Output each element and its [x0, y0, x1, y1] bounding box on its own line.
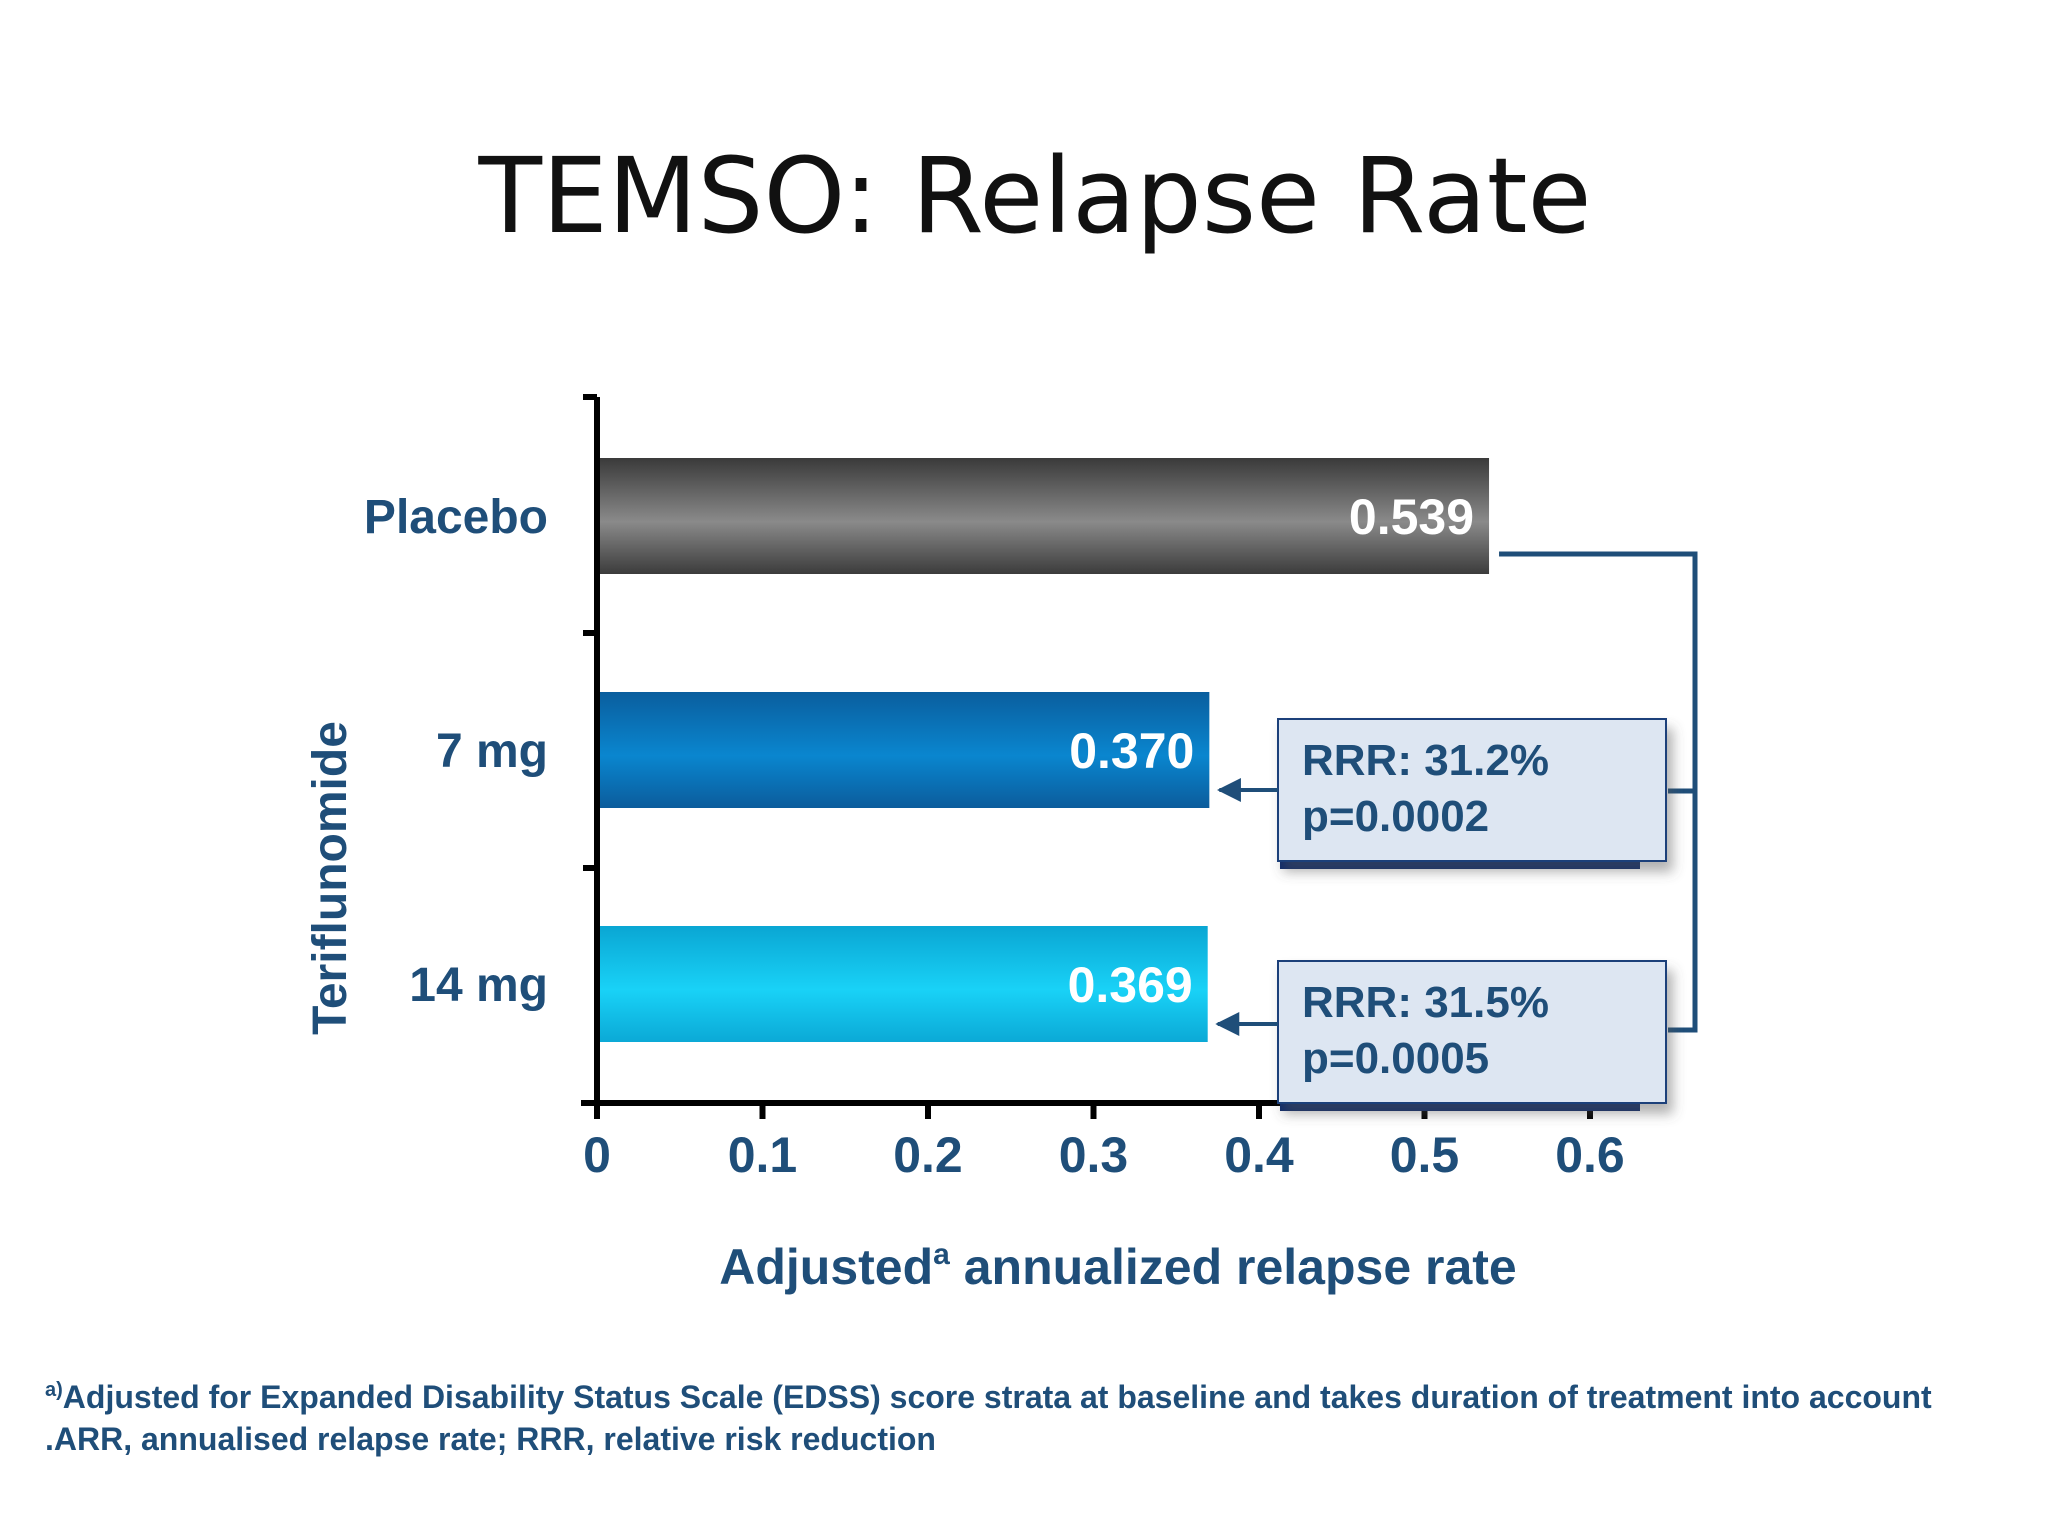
footnote-marker: a): [45, 1379, 63, 1401]
rrr-text: RRR: 31.5%: [1302, 978, 1549, 1027]
value-label-placebo: 0.539: [1349, 489, 1474, 545]
value-label-14-mg: 0.369: [1068, 957, 1193, 1013]
footnote: a)Adjusted for Expanded Disability Statu…: [45, 1376, 2025, 1460]
category-label-7-mg: 7 mg: [436, 725, 548, 778]
x-tick-label-0: 0: [583, 1127, 611, 1183]
bars-layer: 0.539 0.370 0.369: [599, 458, 1490, 1042]
bar-7-mg: [599, 692, 1210, 808]
rrr-box-background: [1277, 960, 1667, 1104]
annotation-layer: RRR: 31.2% p=0.0002 RRR: 31.5% p=0.0005: [1215, 551, 1698, 1111]
value-label-7-mg: 0.370: [1069, 723, 1194, 779]
x-tick-label-5: 0.5: [1390, 1127, 1460, 1183]
x-axis-title-main: Adjusted: [719, 1239, 933, 1295]
x-tick-label-3: 0.3: [1059, 1127, 1129, 1183]
category-label-14-mg: 14 mg: [409, 959, 548, 1012]
x-axis-title-superscript: a: [933, 1238, 950, 1271]
bar-14-mg: [599, 926, 1208, 1042]
axis-layer: Placebo 7 mg 14 mg 0 0.1 0.2 0.3 0.4 0.5 0.6: [364, 394, 1625, 1183]
bar-placebo: [599, 458, 1490, 574]
rrr-box-background: [1277, 718, 1667, 862]
x-axis-title-rest: annualized relapse rate: [950, 1239, 1517, 1295]
category-label-placebo: Placebo: [364, 491, 548, 544]
rrr-box-7-mg: RRR: 31.2% p=0.0002: [1277, 718, 1667, 869]
x-tick-label-2: 0.2: [893, 1127, 963, 1183]
x-tick-label-6: 0.6: [1555, 1127, 1625, 1183]
p-value-text: p=0.0002: [1302, 792, 1489, 841]
rrr-text: RRR: 31.2%: [1302, 736, 1549, 785]
slide-title: TEMSO: Relapse Rate: [478, 135, 1592, 257]
x-axis-title: Adjusteda annualized relapse rate: [719, 1238, 1517, 1295]
rrr-box-14-mg: RRR: 31.5% p=0.0005: [1277, 960, 1667, 1111]
footnote-text: Adjusted for Expanded Disability Status …: [45, 1379, 1932, 1457]
group-label-teriflunomide: Teriflunomide: [304, 721, 357, 1035]
x-tick-label-1: 0.1: [728, 1127, 798, 1183]
p-value-text: p=0.0005: [1302, 1034, 1489, 1083]
x-tick-label-4: 0.4: [1224, 1127, 1294, 1183]
